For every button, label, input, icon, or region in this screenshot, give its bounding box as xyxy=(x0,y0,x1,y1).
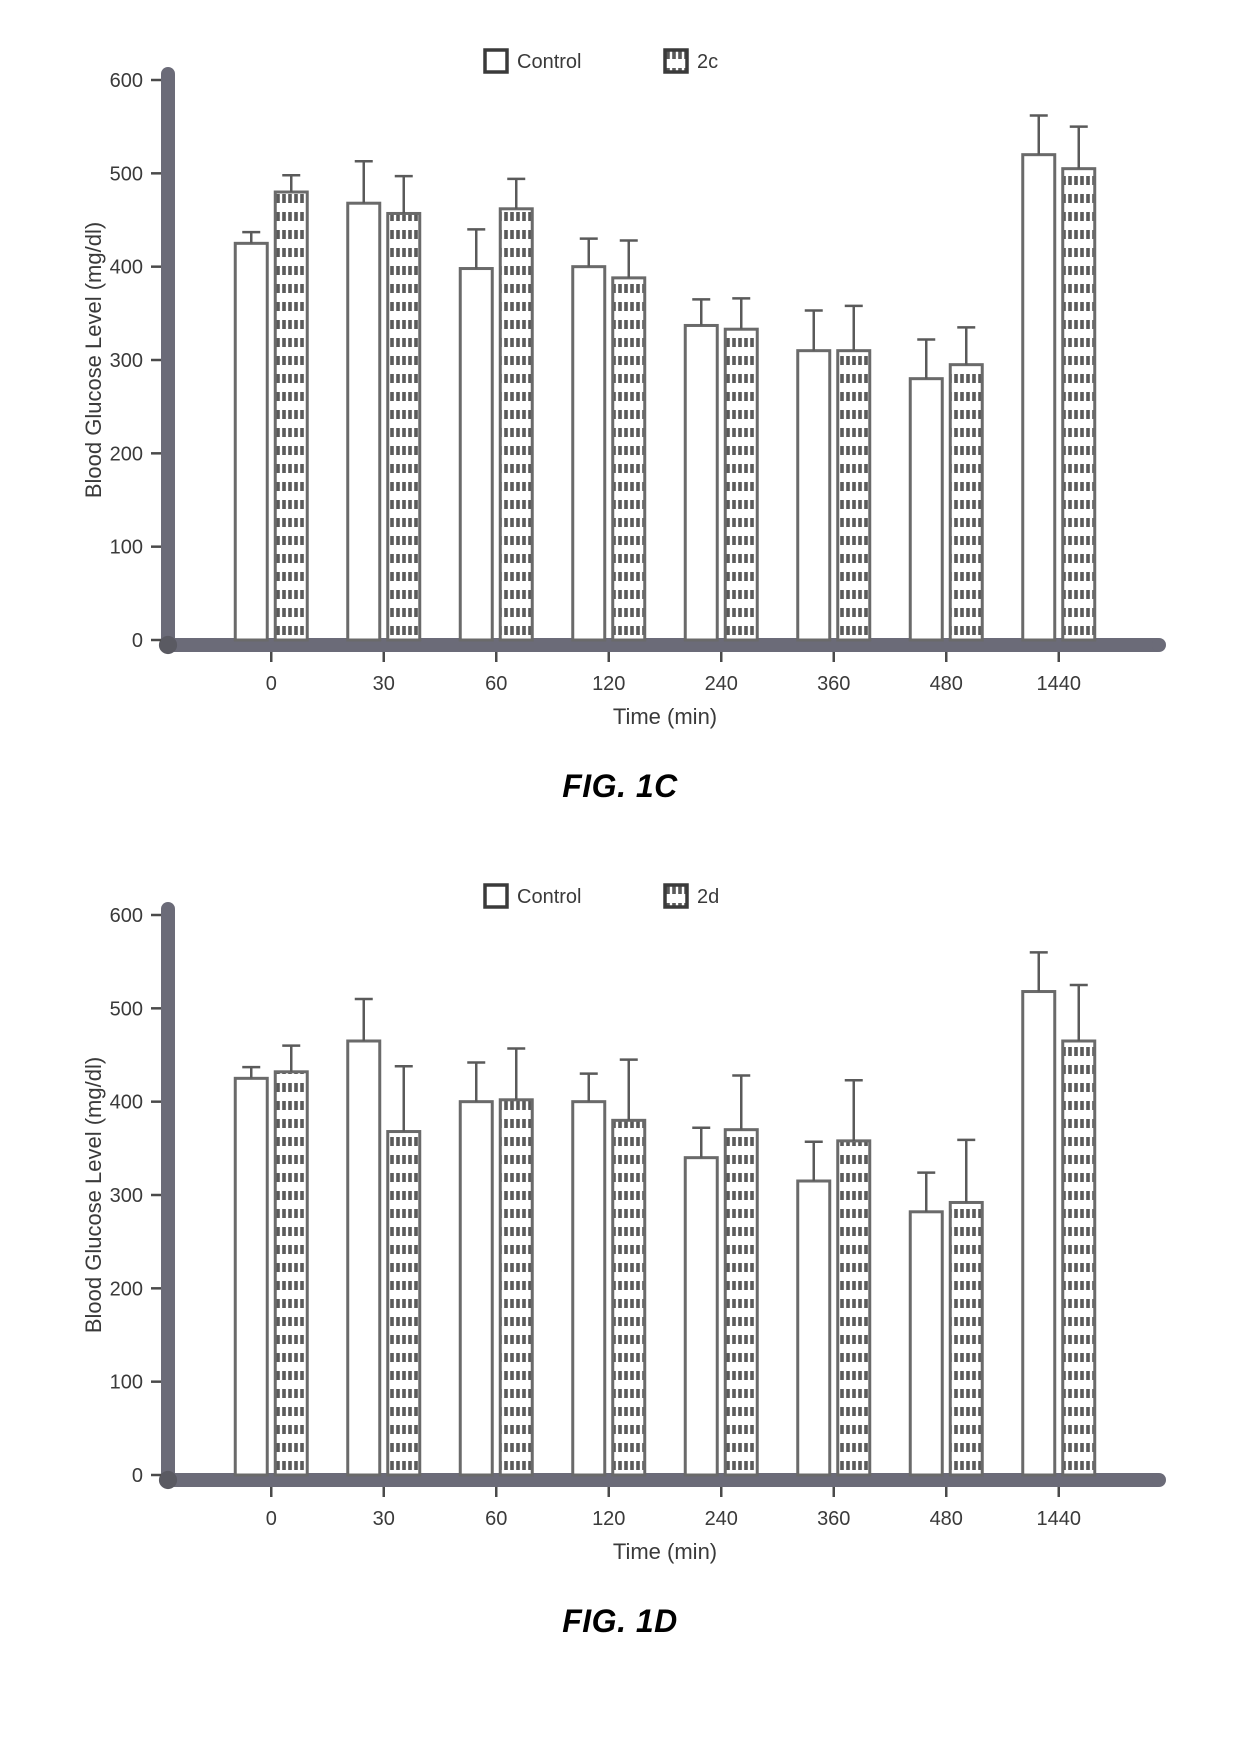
figure-1d-chart: 0100200300400500600Blood Glucose Level (… xyxy=(65,865,1175,1585)
svg-text:30: 30 xyxy=(373,673,395,695)
svg-text:600: 600 xyxy=(110,905,143,927)
figure-1c-caption: FIG. 1C xyxy=(60,768,1180,805)
svg-text:480: 480 xyxy=(930,1508,963,1530)
svg-text:60: 60 xyxy=(485,1508,507,1530)
figure-1d-caption: FIG. 1D xyxy=(60,1603,1180,1640)
svg-text:0: 0 xyxy=(132,630,143,652)
svg-text:400: 400 xyxy=(110,257,143,279)
svg-text:Blood Glucose Level (mg/dl): Blood Glucose Level (mg/dl) xyxy=(81,1057,106,1333)
svg-text:360: 360 xyxy=(817,1508,850,1530)
svg-text:2c: 2c xyxy=(697,51,718,73)
svg-text:Control: Control xyxy=(517,886,581,908)
svg-text:1440: 1440 xyxy=(1037,1508,1082,1530)
svg-text:400: 400 xyxy=(110,1092,143,1114)
svg-text:200: 200 xyxy=(110,443,143,465)
page: 0100200300400500600Blood Glucose Level (… xyxy=(0,0,1240,1740)
svg-text:0: 0 xyxy=(266,1508,277,1530)
svg-text:600: 600 xyxy=(110,70,143,92)
svg-text:2d: 2d xyxy=(697,886,719,908)
svg-text:Control: Control xyxy=(517,51,581,73)
svg-text:100: 100 xyxy=(110,1372,143,1394)
figure-1c-chart: 0100200300400500600Blood Glucose Level (… xyxy=(65,30,1175,750)
figure-1c-block: 0100200300400500600Blood Glucose Level (… xyxy=(60,30,1180,805)
svg-text:200: 200 xyxy=(110,1278,143,1300)
svg-text:Blood Glucose Level (mg/dl): Blood Glucose Level (mg/dl) xyxy=(81,222,106,498)
svg-text:500: 500 xyxy=(110,163,143,185)
svg-text:120: 120 xyxy=(592,1508,625,1530)
figure-1d-block: 0100200300400500600Blood Glucose Level (… xyxy=(60,865,1180,1640)
svg-text:360: 360 xyxy=(817,673,850,695)
svg-text:0: 0 xyxy=(132,1465,143,1487)
svg-text:500: 500 xyxy=(110,998,143,1020)
svg-text:240: 240 xyxy=(705,1508,738,1530)
svg-text:30: 30 xyxy=(373,1508,395,1530)
svg-text:300: 300 xyxy=(110,350,143,372)
svg-text:100: 100 xyxy=(110,537,143,559)
svg-text:120: 120 xyxy=(592,673,625,695)
svg-text:Time (min): Time (min) xyxy=(613,704,717,729)
svg-text:Time (min): Time (min) xyxy=(613,1539,717,1564)
svg-text:240: 240 xyxy=(705,673,738,695)
svg-text:60: 60 xyxy=(485,673,507,695)
svg-text:480: 480 xyxy=(930,673,963,695)
svg-text:0: 0 xyxy=(266,673,277,695)
svg-text:1440: 1440 xyxy=(1037,673,1082,695)
svg-text:300: 300 xyxy=(110,1185,143,1207)
